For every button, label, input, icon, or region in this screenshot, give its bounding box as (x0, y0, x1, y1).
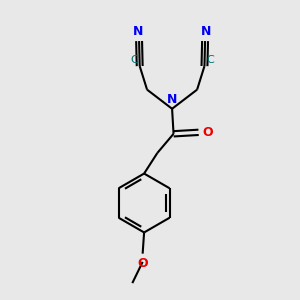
Text: N: N (133, 25, 144, 38)
Text: C: C (206, 55, 214, 64)
Text: N: N (167, 93, 177, 106)
Text: C: C (130, 55, 138, 64)
Text: N: N (200, 25, 211, 38)
Text: O: O (202, 126, 213, 139)
Text: O: O (137, 257, 148, 270)
